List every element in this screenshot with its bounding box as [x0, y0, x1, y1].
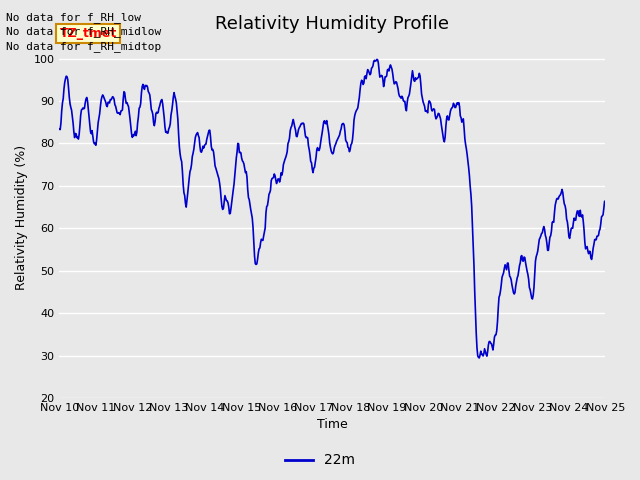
Y-axis label: Relativity Humidity (%): Relativity Humidity (%) [15, 145, 28, 290]
Legend: 22m: 22m [280, 448, 360, 473]
X-axis label: Time: Time [317, 419, 348, 432]
Text: No data for f_RH_midlow: No data for f_RH_midlow [6, 26, 162, 37]
Text: TZ_tmet: TZ_tmet [60, 27, 116, 40]
Title: Relativity Humidity Profile: Relativity Humidity Profile [216, 15, 449, 33]
Text: No data for f_RH_low: No data for f_RH_low [6, 12, 141, 23]
Text: No data for f_RH_midtop: No data for f_RH_midtop [6, 41, 162, 52]
